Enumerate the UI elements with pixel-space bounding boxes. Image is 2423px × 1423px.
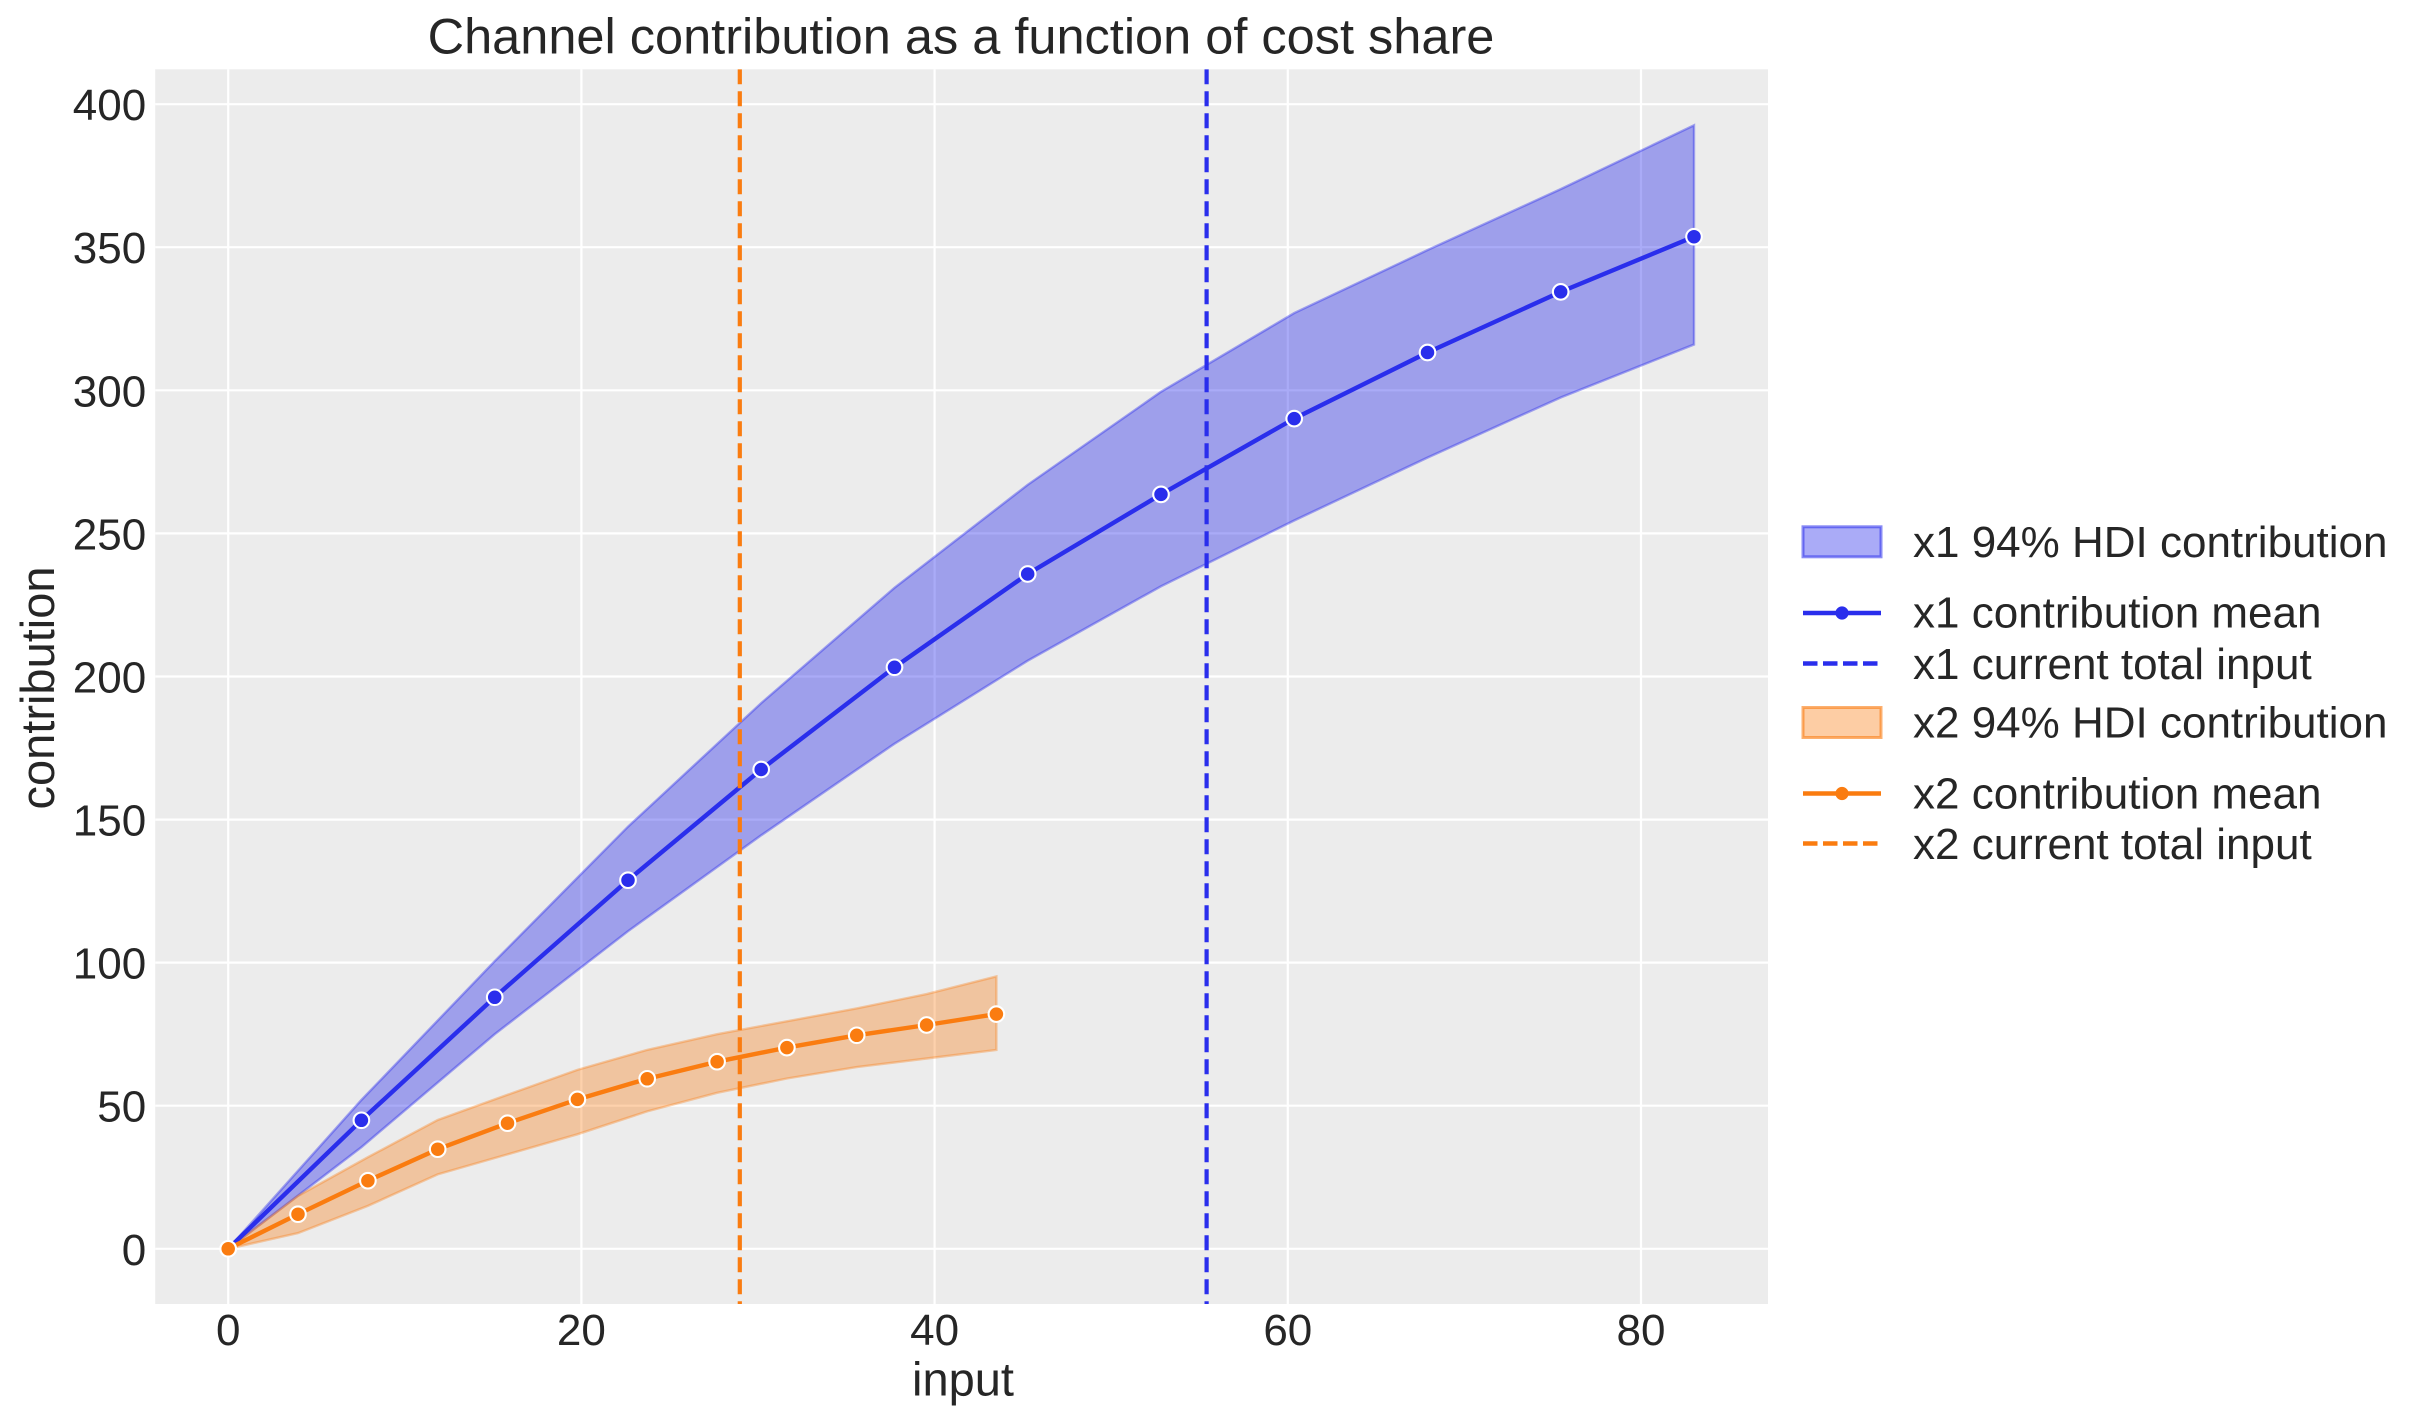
svg-text:x1 contribution mean: x1 contribution mean [1913, 589, 2321, 638]
svg-text:20: 20 [557, 1306, 606, 1355]
svg-text:350: 350 [73, 224, 146, 273]
svg-text:input: input [912, 1353, 1014, 1406]
svg-text:80: 80 [1617, 1306, 1666, 1355]
svg-text:60: 60 [1263, 1306, 1312, 1355]
svg-text:40: 40 [910, 1306, 959, 1355]
svg-text:300: 300 [73, 367, 146, 416]
svg-text:150: 150 [73, 797, 146, 846]
svg-text:200: 200 [73, 654, 146, 703]
svg-text:Channel contribution as a func: Channel contribution as a function of co… [428, 8, 1495, 65]
svg-text:x1 current total input: x1 current total input [1913, 640, 2312, 689]
svg-text:x1 94% HDI contribution: x1 94% HDI contribution [1913, 518, 2387, 567]
svg-text:x2 contribution mean: x2 contribution mean [1913, 770, 2321, 819]
svg-text:x2 94% HDI contribution: x2 94% HDI contribution [1913, 699, 2387, 748]
svg-text:100: 100 [73, 940, 146, 989]
svg-text:0: 0 [216, 1306, 240, 1355]
svg-text:50: 50 [97, 1083, 146, 1132]
svg-text:250: 250 [73, 510, 146, 559]
svg-text:400: 400 [73, 81, 146, 130]
svg-text:x2 current total input: x2 current total input [1913, 820, 2312, 869]
svg-text:contribution: contribution [11, 567, 64, 810]
svg-text:0: 0 [122, 1226, 146, 1275]
